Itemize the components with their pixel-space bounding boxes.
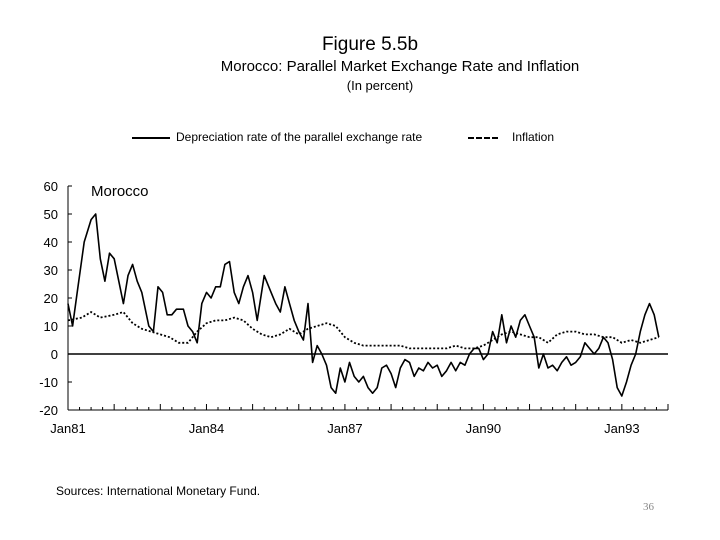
x-tick-label: Jan81	[50, 421, 85, 436]
x-axis-ticks: Jan81 Jan84 Jan87 Jan90 Jan93	[50, 404, 669, 436]
series-line-inflation	[67, 311, 660, 350]
legend-dashed-line-swatch	[468, 136, 498, 139]
series-lines	[67, 213, 660, 397]
legend-entry-inflation: Inflation	[468, 130, 554, 144]
chart-units: (In percent)	[346, 78, 414, 93]
x-tick-label: Jan93	[604, 421, 639, 436]
legend-label: Inflation	[512, 130, 555, 144]
y-tick-label: -10	[39, 375, 58, 390]
y-tick-label: 0	[51, 347, 58, 362]
y-tick-label: -20	[39, 403, 58, 418]
legend-entry-depreciation: Depreciation rate of the parallel exchan…	[132, 130, 422, 144]
y-tick-label: 10	[44, 319, 58, 334]
y-axis-ticks: 60 50 40 30 20 10 0 -10 -20	[39, 179, 72, 418]
series-line-depreciation	[67, 213, 660, 397]
x-tick-label: Jan87	[327, 421, 362, 436]
x-tick-label: Jan90	[466, 421, 501, 436]
x-tick-label: Jan84	[189, 421, 224, 436]
y-tick-label: 60	[44, 179, 58, 194]
figure-title: Figure 5.5b	[321, 34, 419, 55]
legend-solid-line-swatch	[132, 136, 170, 139]
y-tick-label: 30	[44, 263, 58, 278]
y-tick-label: 20	[44, 291, 58, 306]
panel-label: Morocco	[91, 183, 149, 200]
legend-label: Depreciation rate of the parallel exchan…	[176, 130, 423, 144]
y-tick-label: 40	[44, 235, 58, 250]
page-number: 36	[643, 501, 654, 513]
chart-frame	[67, 186, 668, 411]
y-tick-label: 50	[44, 207, 58, 222]
chart-subtitle: Morocco: Parallel Market Exchange Rate a…	[220, 58, 580, 75]
sources-note: Sources: International Monetary Fund.	[56, 484, 261, 498]
